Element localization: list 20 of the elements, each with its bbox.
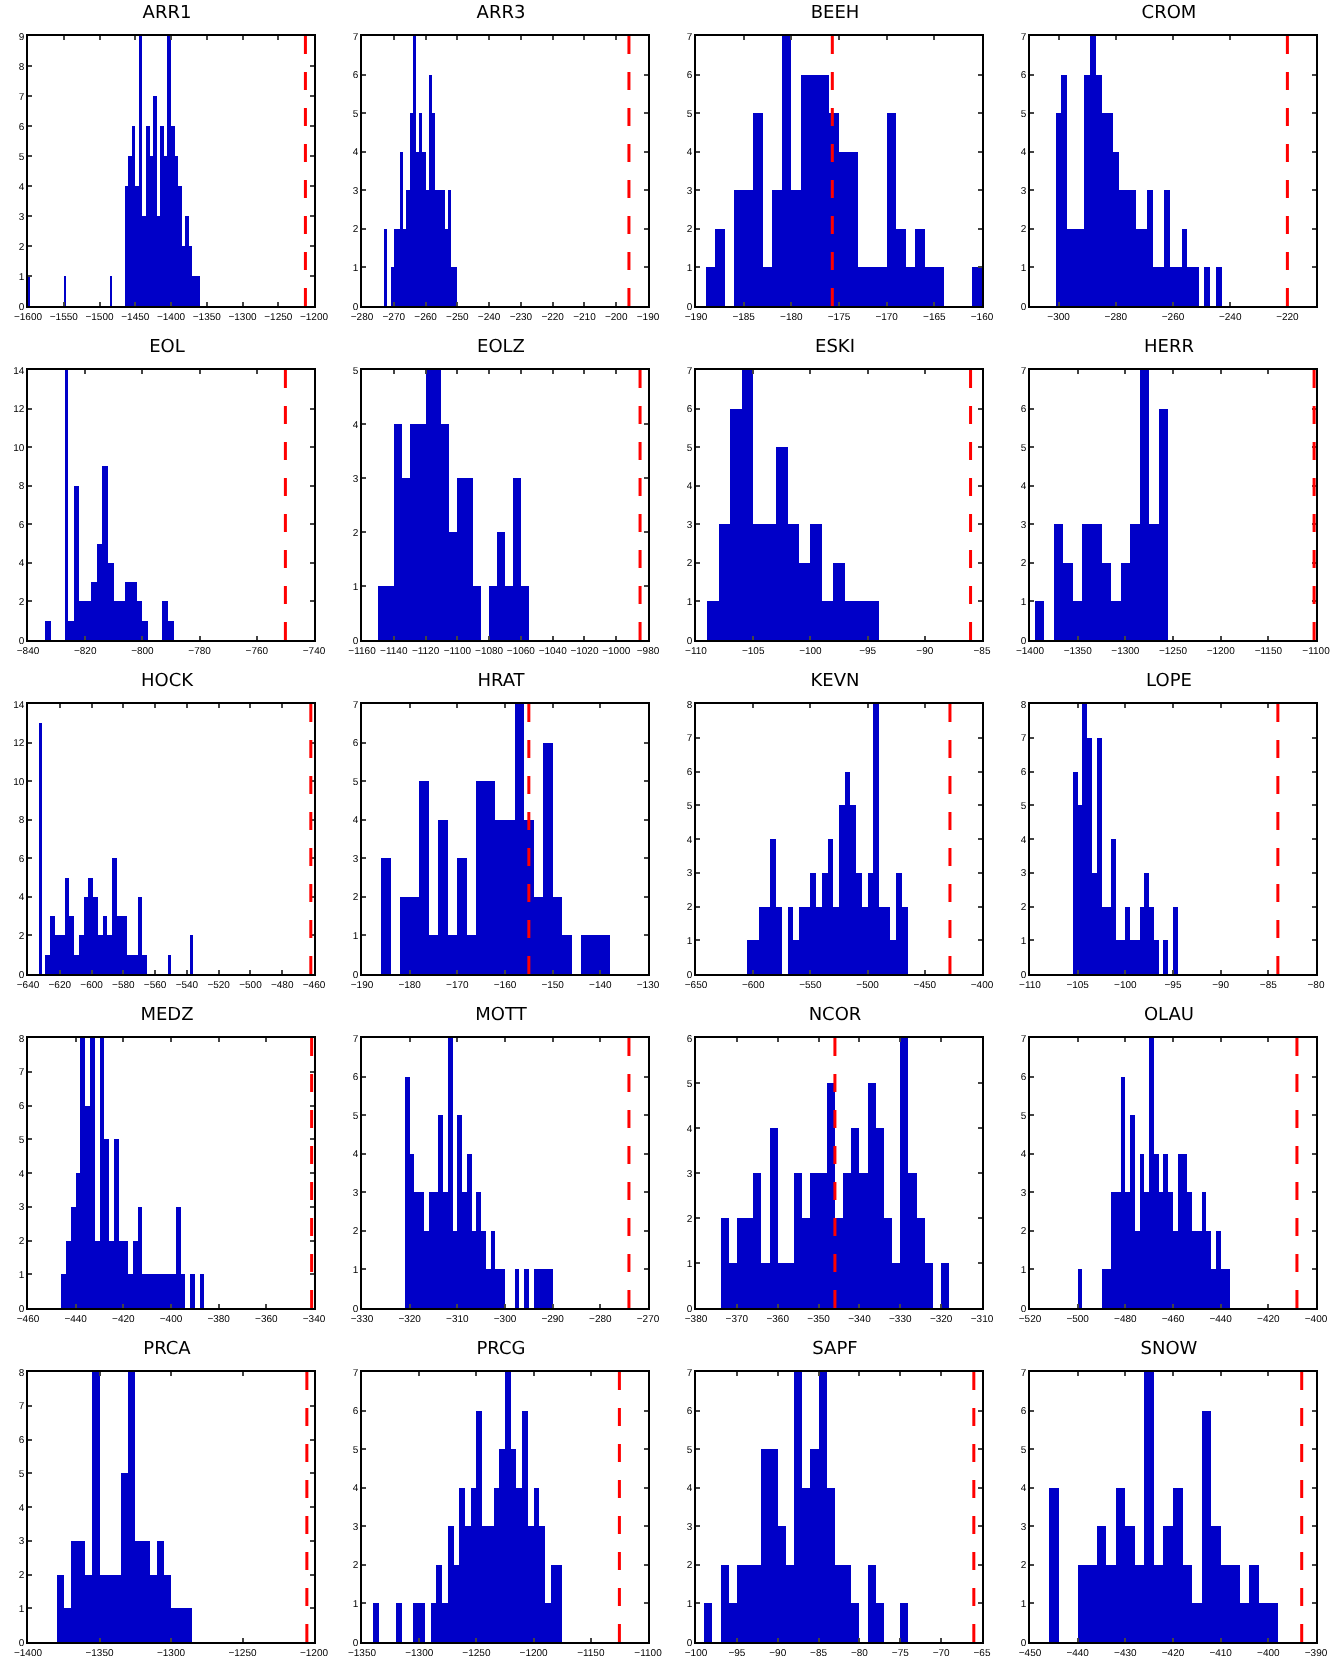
chart-title: PRCA (143, 1339, 193, 1360)
chart-title: ARR1 (142, 3, 192, 24)
chart-title: ARR3 (476, 3, 526, 24)
chart-title: NCOR (808, 1005, 862, 1026)
chart-title: KEVN (810, 671, 860, 692)
chart-title: EOLZ (477, 337, 525, 358)
chart-title: OLAU (1143, 1005, 1195, 1026)
chart-title: CROM (1141, 3, 1197, 24)
chart-title: MOTT (475, 1005, 528, 1026)
chart-title: MEDZ (140, 1005, 194, 1026)
chart-title: EOL (149, 337, 185, 358)
chart-title: SAPF (812, 1339, 858, 1360)
chart-title: HRAT (477, 671, 526, 692)
chart-title: HERR (1144, 337, 1194, 358)
chart-title: HOCK (140, 671, 196, 692)
chart-title: BEEH (810, 3, 860, 24)
chart-title: SNOW (1140, 1339, 1198, 1360)
chart-title: PRCG (476, 1339, 526, 1360)
chart-title: ESKI (815, 337, 855, 358)
chart-title: LOPE (1146, 671, 1193, 692)
